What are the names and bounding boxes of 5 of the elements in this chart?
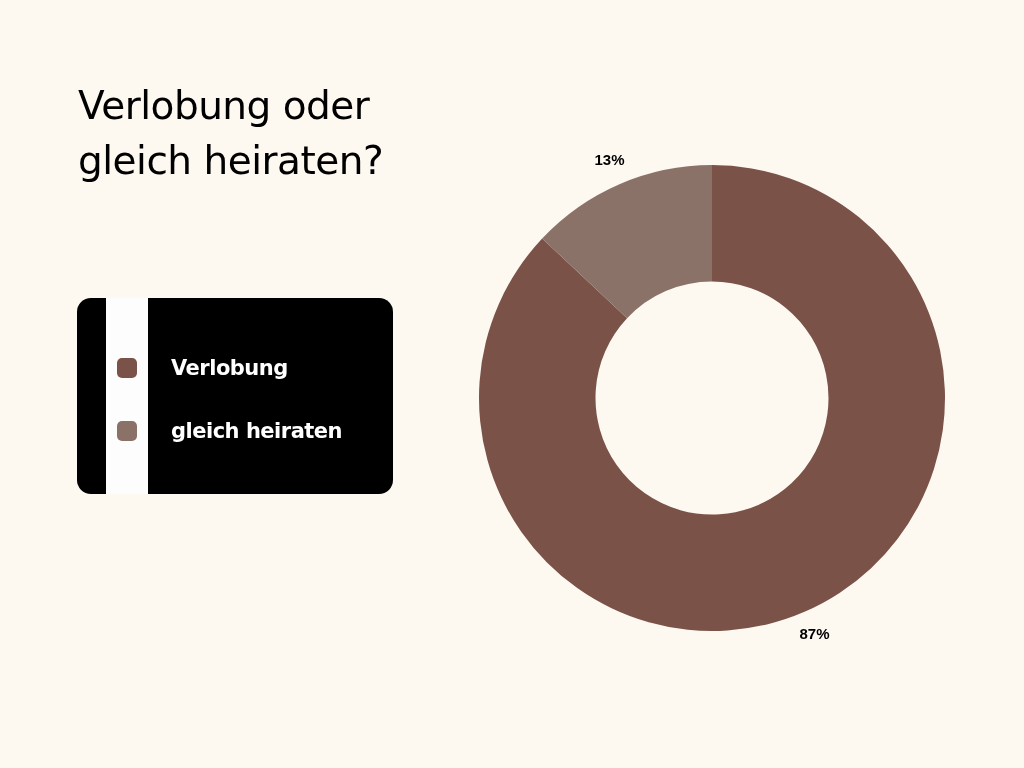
data-label: 87% bbox=[799, 624, 830, 642]
legend-label: Verlobung bbox=[171, 356, 288, 380]
legend-label: gleich heiraten bbox=[171, 419, 343, 443]
chart-title: Verlobung oder gleich heiraten? bbox=[78, 82, 385, 185]
data-label: 13% bbox=[594, 151, 625, 169]
